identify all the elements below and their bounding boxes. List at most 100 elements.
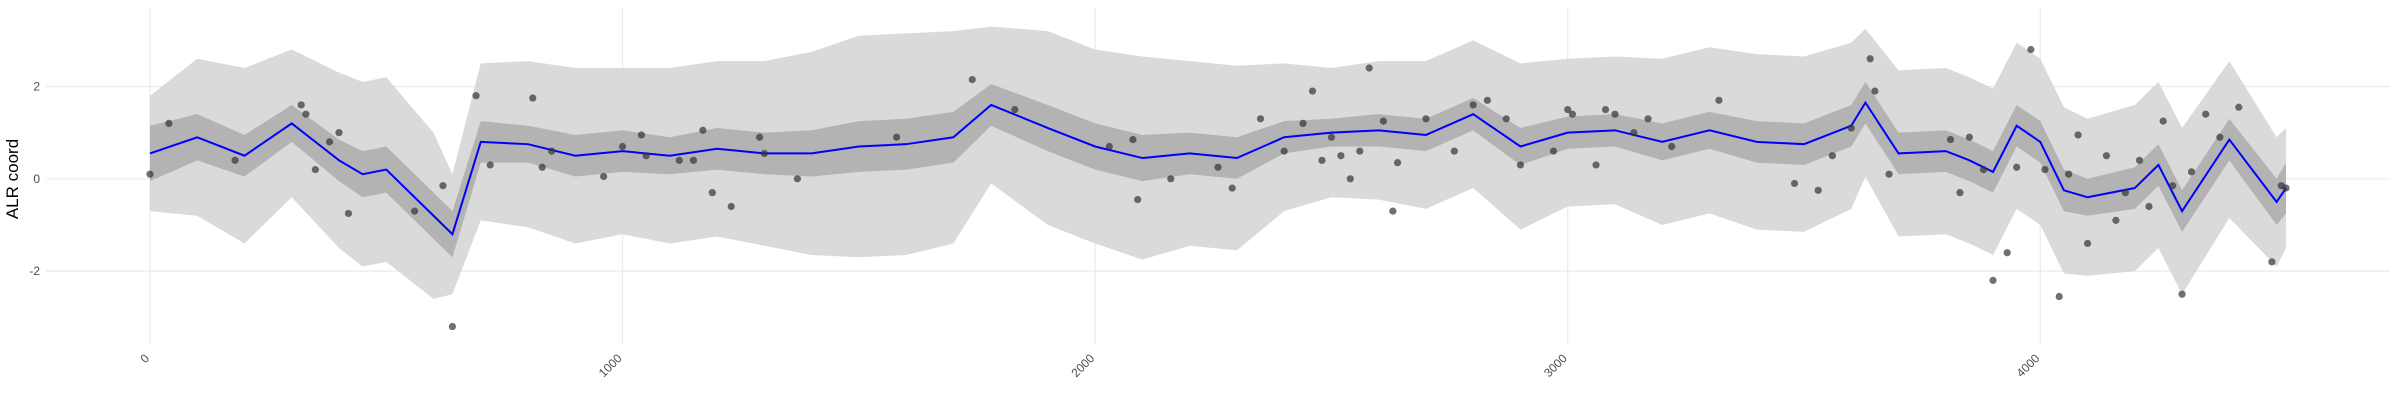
point <box>1129 135 1137 144</box>
point <box>2202 110 2210 118</box>
point <box>1011 105 1019 114</box>
point <box>2268 258 2276 266</box>
point <box>1134 195 1142 204</box>
point <box>1483 96 1491 104</box>
point <box>1568 110 1577 118</box>
point <box>2235 103 2243 111</box>
point <box>1356 147 1364 155</box>
point <box>2027 45 2035 54</box>
point <box>1847 124 1855 132</box>
point <box>1228 184 1236 192</box>
point <box>1308 87 1317 95</box>
point <box>335 129 343 137</box>
point <box>1611 110 1619 118</box>
point <box>1790 179 1799 188</box>
point <box>2159 117 2167 125</box>
point <box>1105 142 1113 151</box>
y-tick-label: 2 <box>33 79 40 93</box>
x-tick-label: 2000 <box>1068 351 1097 380</box>
point <box>755 133 764 141</box>
point <box>1214 163 1222 171</box>
point <box>1644 115 1652 123</box>
point <box>1549 147 1558 155</box>
point <box>708 189 716 197</box>
point <box>1871 87 1879 95</box>
point <box>486 161 494 169</box>
point <box>1979 165 1988 174</box>
point <box>448 322 457 331</box>
point <box>1564 105 1572 114</box>
point <box>699 126 707 134</box>
point <box>1715 96 1723 104</box>
point <box>1885 170 1893 178</box>
point <box>2041 165 2049 174</box>
point <box>1318 156 1326 164</box>
point <box>2055 292 2063 301</box>
point <box>1450 147 1458 155</box>
point <box>2102 152 2111 160</box>
point <box>311 165 319 174</box>
point <box>1866 55 1874 63</box>
point <box>1346 175 1354 183</box>
point <box>1956 189 1964 197</box>
point <box>1365 64 1373 72</box>
x-tick-label: 3000 <box>1541 351 1570 380</box>
point <box>538 163 546 171</box>
point <box>600 172 608 181</box>
point <box>1502 115 1510 123</box>
point <box>146 170 154 178</box>
point <box>689 156 698 164</box>
point <box>1592 161 1600 169</box>
point <box>472 92 480 100</box>
point <box>302 110 310 118</box>
point <box>2282 184 2290 192</box>
y-axis-label: ALR coord <box>3 139 22 219</box>
point <box>1965 133 1974 141</box>
point <box>727 202 735 211</box>
y-tick-label: -2 <box>29 264 40 278</box>
point <box>1668 142 1676 151</box>
point <box>1299 119 1307 128</box>
plot-panel <box>46 8 2390 345</box>
point <box>2145 202 2153 211</box>
point <box>1946 135 1955 144</box>
point <box>231 156 239 164</box>
point <box>2121 189 2129 197</box>
point <box>439 182 447 190</box>
point <box>1337 152 1345 160</box>
point <box>1280 147 1288 155</box>
point <box>675 156 683 164</box>
point <box>1828 152 1836 160</box>
point <box>2083 239 2092 248</box>
point <box>529 94 537 102</box>
point <box>411 207 419 215</box>
point <box>893 133 901 141</box>
point <box>2178 290 2186 298</box>
point <box>2074 131 2082 139</box>
point <box>968 75 976 84</box>
point <box>637 131 646 139</box>
point <box>548 147 556 155</box>
point <box>1327 133 1336 141</box>
point <box>2187 168 2196 176</box>
x-tick-label: 4000 <box>2014 351 2043 380</box>
point <box>1516 161 1525 169</box>
point <box>1989 276 1997 284</box>
point <box>642 152 650 160</box>
point <box>1630 129 1638 137</box>
x-tick-label: 0 <box>137 351 152 366</box>
point <box>760 149 768 158</box>
point <box>1422 115 1430 123</box>
point <box>2065 170 2073 178</box>
point <box>1469 101 1477 109</box>
point <box>2216 133 2224 141</box>
point <box>2135 156 2144 164</box>
point <box>1167 175 1175 183</box>
y-tick-label: 0 <box>33 172 40 186</box>
point <box>1601 105 1610 114</box>
point <box>2169 182 2177 190</box>
point <box>618 142 627 151</box>
point <box>1256 115 1265 123</box>
point <box>2013 163 2021 171</box>
